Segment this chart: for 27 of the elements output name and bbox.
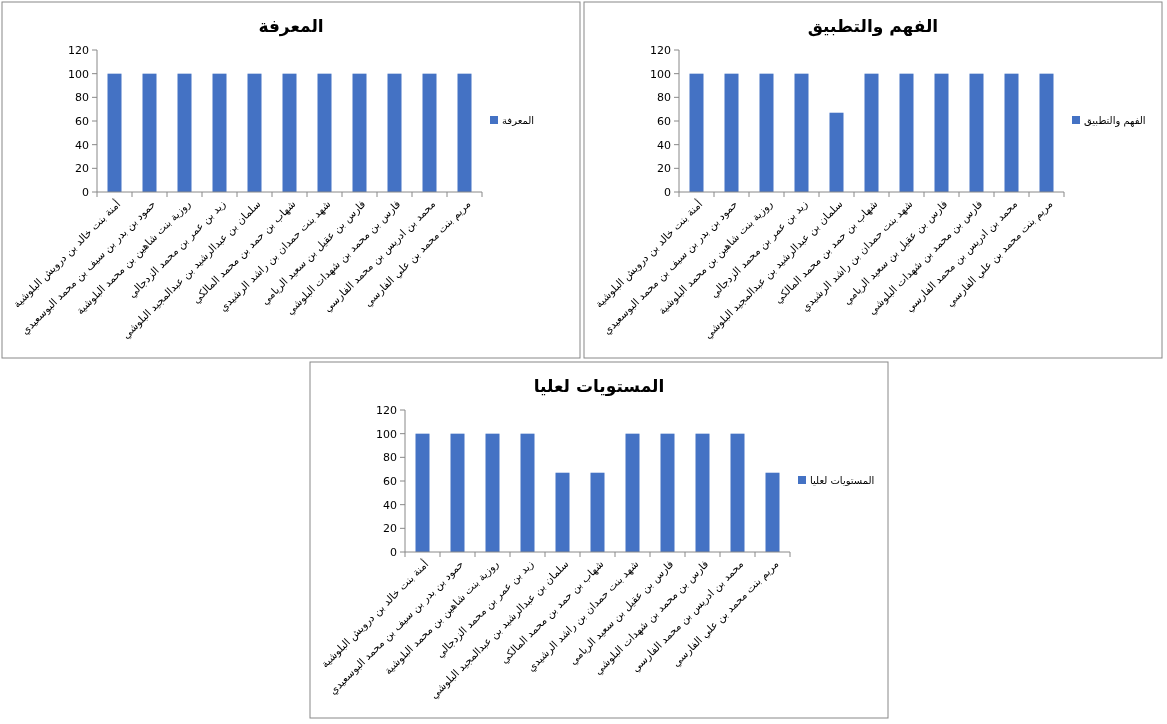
y-tick-label: 40 bbox=[657, 138, 671, 152]
y-tick-label: 0 bbox=[82, 185, 89, 199]
y-tick-label: 120 bbox=[68, 43, 89, 57]
y-tick-label: 60 bbox=[75, 114, 89, 128]
y-tick-label: 40 bbox=[383, 498, 397, 512]
legend-label: المعرفة bbox=[502, 114, 535, 126]
chart-title: الفهم والتطبيق bbox=[807, 16, 939, 37]
y-tick-label: 80 bbox=[383, 451, 397, 465]
legend-label: المستويات لعليا bbox=[810, 474, 875, 486]
y-tick-label: 80 bbox=[75, 91, 89, 105]
y-tick-label: 20 bbox=[657, 162, 671, 176]
y-tick-label: 120 bbox=[650, 43, 671, 57]
y-tick-label: 80 bbox=[657, 91, 671, 105]
y-tick-label: 40 bbox=[75, 138, 89, 152]
chart-title: المستويات لعليا bbox=[533, 376, 665, 397]
y-tick-label: 100 bbox=[650, 67, 671, 81]
y-tick-label: 20 bbox=[75, 162, 89, 176]
y-tick-label: 60 bbox=[657, 114, 671, 128]
y-tick-label: 20 bbox=[383, 522, 397, 536]
y-tick-label: 0 bbox=[390, 545, 397, 559]
y-tick-label: 60 bbox=[383, 474, 397, 488]
y-tick-label: 100 bbox=[376, 427, 397, 441]
y-tick-label: 120 bbox=[376, 403, 397, 417]
legend-label: الفهم والتطبيق bbox=[1084, 114, 1146, 127]
chart-title: المعرفة bbox=[258, 16, 324, 37]
y-tick-label: 100 bbox=[68, 67, 89, 81]
y-tick-label: 0 bbox=[664, 185, 671, 199]
